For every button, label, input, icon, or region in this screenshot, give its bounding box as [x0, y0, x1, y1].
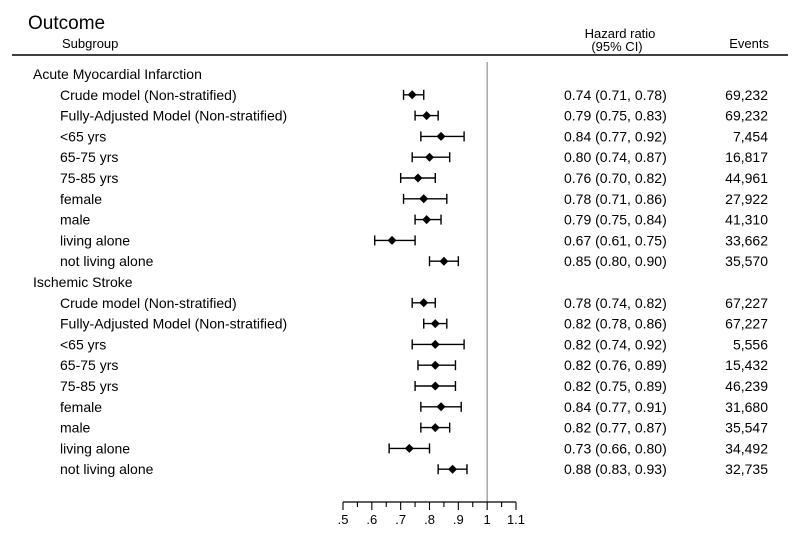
outcome-header: Outcome — [28, 13, 105, 34]
row-label: Crude model (Non-stratified) — [60, 87, 237, 103]
point-estimate-marker — [404, 443, 414, 453]
events-value: 16,817 — [725, 149, 768, 165]
point-estimate-marker — [430, 360, 440, 370]
hazard-ratio-value: 0.82 (0.75, 0.89) — [564, 378, 667, 394]
events-value: 31,680 — [725, 399, 768, 415]
events-value: 69,232 — [725, 108, 768, 124]
events-value: 27,922 — [725, 191, 768, 207]
hazard-ratio-value: 0.85 (0.80, 0.90) — [564, 253, 667, 269]
point-estimate-marker — [419, 194, 429, 204]
hazard-ratio-value: 0.76 (0.70, 0.82) — [564, 170, 667, 186]
row-label: 75-85 yrs — [60, 170, 118, 186]
hazard-ratio-value: 0.84 (0.77, 0.92) — [564, 128, 667, 144]
point-estimate-marker — [430, 319, 440, 329]
tick-label: .6 — [366, 512, 377, 527]
hazard-ratio-value: 0.79 (0.75, 0.83) — [564, 108, 667, 124]
row-label: <65 yrs — [60, 336, 106, 352]
point-estimate-marker — [448, 464, 458, 474]
tick-label: .8 — [424, 512, 435, 527]
row-label: Crude model (Non-stratified) — [60, 295, 237, 311]
events-value: 5,556 — [733, 336, 768, 352]
events-value: 44,961 — [725, 170, 768, 186]
tick-label: 1 — [484, 512, 491, 527]
tick-label: .7 — [395, 512, 406, 527]
point-estimate-marker — [425, 152, 434, 162]
group-label: Acute Myocardial Infarction — [33, 66, 202, 82]
point-estimate-marker — [430, 423, 440, 433]
hazard-ratio-value: 0.78 (0.74, 0.82) — [564, 295, 667, 311]
row-label: 65-75 yrs — [60, 357, 118, 373]
point-estimate-marker — [430, 381, 440, 391]
hazard-ratio-value: 0.78 (0.71, 0.86) — [564, 191, 667, 207]
row-label: female — [60, 191, 102, 207]
events-value: 7,454 — [733, 128, 768, 144]
row-label: male — [60, 420, 91, 436]
hazard-ratio-value: 0.88 (0.83, 0.93) — [564, 461, 667, 477]
events-value: 41,310 — [725, 212, 768, 228]
tick-label: .5 — [338, 512, 349, 527]
point-estimate-marker — [436, 402, 446, 412]
point-estimate-marker — [407, 90, 417, 100]
hazard-ratio-value: 0.74 (0.71, 0.78) — [564, 87, 667, 103]
events-value: 34,492 — [725, 440, 768, 456]
point-estimate-marker — [422, 215, 432, 225]
hazard-ratio-value: 0.67 (0.61, 0.75) — [564, 232, 667, 248]
forest-rows: Acute Myocardial Infarction Crude model (… — [33, 62, 768, 502]
point-estimate-marker — [439, 256, 449, 266]
row-label: male — [60, 212, 91, 228]
row-label: living alone — [60, 440, 130, 456]
events-value: 46,239 — [725, 378, 768, 394]
row-label: 65-75 yrs — [60, 149, 118, 165]
row-label: not living alone — [60, 461, 154, 477]
tick-label: 1.1 — [507, 512, 525, 527]
point-estimate-marker — [413, 173, 423, 183]
row-label: not living alone — [60, 253, 154, 269]
row-label: 75-85 yrs — [60, 378, 118, 394]
hazard-ratio-value: 0.82 (0.74, 0.92) — [564, 336, 667, 352]
hazard-ratio-value: 0.82 (0.76, 0.89) — [564, 357, 667, 373]
hazard-ratio-value: 0.80 (0.74, 0.87) — [564, 149, 667, 165]
hazard-ratio-value: 0.82 (0.78, 0.86) — [564, 316, 667, 332]
events-value: 35,547 — [725, 420, 768, 436]
tick-label: .9 — [453, 512, 464, 527]
events-value: 35,570 — [725, 253, 768, 269]
events-value: 69,232 — [725, 87, 768, 103]
events-header: Events — [729, 36, 769, 51]
events-value: 15,432 — [725, 357, 768, 373]
x-axis: .5 .6 .7 .8 .9 1 1.1 — [338, 501, 525, 527]
events-value: 33,662 — [725, 232, 768, 248]
hazard-ratio-value: 0.84 (0.77, 0.91) — [564, 399, 667, 415]
point-estimate-marker — [419, 298, 429, 308]
point-estimate-marker — [422, 111, 432, 121]
events-value: 67,227 — [725, 295, 768, 311]
row-label: Fully-Adjusted Model (Non-stratified) — [60, 316, 287, 332]
hazard-ratio-header: Hazard ratio — [585, 26, 656, 41]
row-label: living alone — [60, 232, 130, 248]
subgroup-header: Subgroup — [62, 36, 118, 51]
hazard-ratio-value: 0.82 (0.77, 0.87) — [564, 420, 667, 436]
row-label: <65 yrs — [60, 128, 106, 144]
row-label: Fully-Adjusted Model (Non-stratified) — [60, 108, 287, 124]
hazard-ratio-value: 0.73 (0.66, 0.80) — [564, 440, 667, 456]
point-estimate-marker — [430, 339, 440, 349]
ci-header: (95% CI) — [591, 39, 642, 54]
hazard-ratio-value: 0.79 (0.75, 0.84) — [564, 212, 667, 228]
group-label: Ischemic Stroke — [33, 274, 133, 290]
point-estimate-marker — [387, 235, 397, 245]
point-estimate-marker — [436, 131, 446, 141]
events-value: 32,735 — [725, 461, 768, 477]
events-value: 67,227 — [725, 316, 768, 332]
row-label: female — [60, 399, 102, 415]
